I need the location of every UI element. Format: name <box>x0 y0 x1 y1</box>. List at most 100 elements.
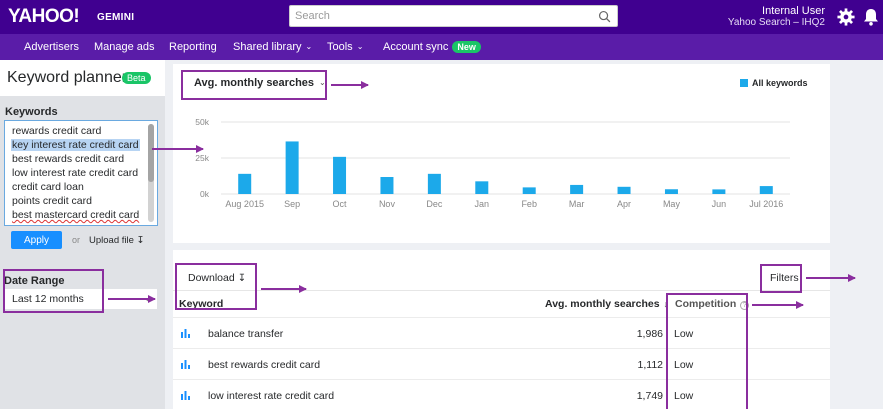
keyword-cell: low interest rate credit card <box>208 390 335 402</box>
scrollbar-thumb[interactable] <box>148 124 154 182</box>
x-tick-label: Oct <box>333 199 348 209</box>
column-header-keyword[interactable]: Keyword <box>179 298 224 310</box>
gear-icon[interactable] <box>837 8 855 26</box>
keywords-label: Keywords <box>5 106 58 118</box>
keyword-line: best mastercard credit card <box>12 209 140 221</box>
nav-label: Manage ads <box>94 41 155 53</box>
download-label: Download <box>188 272 235 284</box>
searches-cell: 1,112 <box>637 359 664 371</box>
download-icon: ↧ <box>237 273 247 284</box>
column-header-label: Competition <box>675 298 737 310</box>
x-tick-label: Jun <box>712 199 727 209</box>
bar-chart-icon[interactable] <box>181 328 190 338</box>
bar-chart-icon[interactable] <box>181 390 190 400</box>
download-button[interactable]: Download ↧ <box>188 272 246 284</box>
bar-4[interactable] <box>427 173 441 194</box>
beta-badge: Beta <box>122 72 151 84</box>
keyword-line: low interest rate credit card <box>12 167 139 179</box>
bar-3[interactable] <box>380 177 394 194</box>
page-title: Keyword planner <box>7 69 128 86</box>
bell-icon[interactable] <box>862 7 880 27</box>
nav-label: Tools <box>327 41 353 53</box>
x-tick-label: Jan <box>475 199 490 209</box>
keyword-line: credit card loan <box>12 181 84 193</box>
nav-label: Reporting <box>169 41 217 53</box>
bar-chart-icon[interactable] <box>181 359 190 369</box>
chevron-down-icon: ⌄ <box>144 294 151 303</box>
chevron-down-icon: ⌄ <box>356 42 364 51</box>
chevron-down-icon: ⌄ <box>319 78 326 87</box>
bar-7[interactable] <box>570 184 584 194</box>
searches-cell: 1,986 <box>636 328 663 340</box>
nav-item-shared-library[interactable]: Shared library ⌄ <box>233 41 312 53</box>
info-icon[interactable]: ? <box>740 301 750 310</box>
x-tick-label: Aug 2015 <box>225 199 264 209</box>
date-range-label: Date Range <box>4 275 65 287</box>
competition-cell: Low <box>674 328 694 340</box>
keyword-line: rewards credit card <box>12 125 102 137</box>
bar-9[interactable] <box>664 189 678 194</box>
x-tick-label: Dec <box>426 199 443 209</box>
nav-item-account-sync[interactable]: Account sync New <box>383 41 481 53</box>
table-row: low interest rate credit card 1,749 Low <box>173 379 830 409</box>
annotation-box-download <box>175 263 257 310</box>
bar-0[interactable] <box>238 173 252 194</box>
yahoo-logo[interactable]: YAHOO! <box>8 6 80 27</box>
x-tick-label: Feb <box>521 199 537 209</box>
chart-card <box>173 64 830 243</box>
x-tick-label: Sep <box>284 199 300 209</box>
filters-button[interactable]: Filters <box>770 272 799 284</box>
x-tick-label: Nov <box>379 199 396 209</box>
searches-cell: 1,749 <box>636 390 663 402</box>
nav-label: Shared library <box>233 41 302 53</box>
bar-1[interactable] <box>285 141 299 194</box>
user-org: Yahoo Search – IHQ2 <box>727 17 825 28</box>
nav-bar: Advertisers Manage ads Reporting Shared … <box>0 34 883 60</box>
legend-label: All keywords <box>752 78 808 88</box>
annotation-box-date-range <box>3 269 104 313</box>
x-tick-label: Jul 2016 <box>749 199 783 209</box>
metric-dropdown[interactable]: Avg. monthly searches ⌄ <box>194 77 326 89</box>
bar-8[interactable] <box>617 186 631 194</box>
annotation-box-competition <box>666 293 748 409</box>
bar-11[interactable] <box>759 186 773 194</box>
upload-icon: ↧ <box>136 235 145 246</box>
upload-label: Upload file <box>89 235 134 246</box>
top-bar: YAHOO! GEMINI Internal User Yahoo Search… <box>0 0 883 34</box>
apply-button[interactable]: Apply <box>11 231 62 249</box>
nav-item-manage-ads[interactable]: Manage ads <box>94 41 155 53</box>
keywords-textarea[interactable]: rewards credit card key interest rate cr… <box>4 120 158 226</box>
annotation-box-filters <box>760 264 802 293</box>
bar-5[interactable] <box>475 181 489 194</box>
table-row: best rewards credit card 1,112 Low <box>173 348 830 379</box>
title-row: Keyword planner Beta <box>0 60 165 96</box>
table-card <box>173 250 830 409</box>
keywords-scrollbar[interactable] <box>148 124 154 222</box>
column-header-searches[interactable]: Avg. monthly searches ↓ <box>545 298 668 310</box>
column-header-competition[interactable]: Competition? <box>675 298 750 310</box>
bar-10[interactable] <box>712 189 726 194</box>
keyword-line: points credit card <box>12 195 92 207</box>
competition-cell: Low <box>674 390 694 402</box>
bar-6[interactable] <box>522 187 536 194</box>
y-tick-label: 50k <box>195 117 209 127</box>
legend-swatch <box>740 79 748 87</box>
nav-label: Account sync <box>383 41 449 53</box>
user-name[interactable]: Internal User <box>762 5 825 17</box>
metric-label: Avg. monthly searches <box>194 77 315 89</box>
chevron-down-icon: ⌄ <box>305 42 313 51</box>
competition-cell: Low <box>674 359 694 371</box>
new-badge: New <box>452 41 481 53</box>
header-divider <box>173 290 830 291</box>
nav-item-advertisers[interactable]: Advertisers <box>24 41 79 53</box>
nav-item-tools[interactable]: Tools ⌄ <box>327 41 363 53</box>
search-icon[interactable] <box>598 10 611 23</box>
or-text: or <box>72 235 81 245</box>
nav-item-reporting[interactable]: Reporting <box>169 41 217 53</box>
x-tick-label: Mar <box>569 199 585 209</box>
sort-down-icon: ↓ <box>663 299 669 309</box>
gemini-logo: GEMINI <box>97 12 135 23</box>
upload-file-link[interactable]: Upload file ↧ <box>89 235 145 246</box>
search-input[interactable] <box>290 6 580 26</box>
bar-2[interactable] <box>333 156 347 194</box>
